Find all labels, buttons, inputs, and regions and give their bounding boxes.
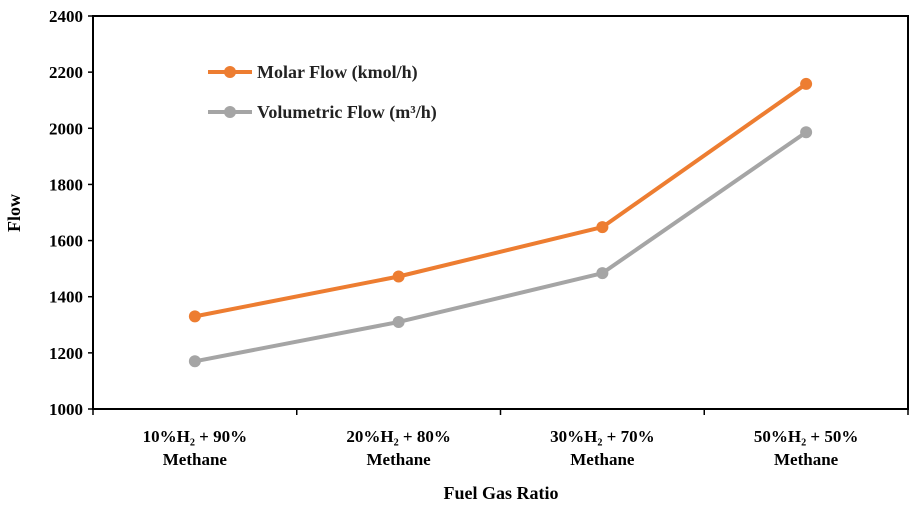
y-tick-label: 2000 bbox=[49, 119, 83, 138]
x-tick-label-line: 10%H₂ + 90% bbox=[143, 427, 248, 446]
y-tick-label: 1800 bbox=[49, 175, 83, 194]
x-tick-label: 10%H₂ + 90% Methane bbox=[143, 427, 248, 469]
x-tick-label-line: 20%H₂ + 80% bbox=[346, 427, 451, 446]
legend-swatch-marker bbox=[224, 106, 236, 118]
x-tick-label-line: 50%H₂ + 50% bbox=[754, 427, 859, 446]
x-tick-label: 50%H₂ + 50% Methane bbox=[754, 427, 859, 469]
legend-label: Volumetric Flow (m³/h) bbox=[257, 102, 437, 123]
series-line-1 bbox=[194, 130, 808, 364]
plot-frame bbox=[92, 15, 909, 410]
data-point bbox=[392, 270, 405, 283]
x-tick-label-line: Methane bbox=[367, 450, 432, 469]
y-tick-label: 1000 bbox=[49, 400, 83, 419]
data-point bbox=[596, 221, 609, 234]
legend-label: Molar Flow (kmol/h) bbox=[257, 62, 418, 83]
y-tick-label: 2200 bbox=[49, 63, 83, 82]
y-tick-label: 1200 bbox=[49, 344, 83, 363]
y-tick-label: 1600 bbox=[49, 232, 83, 251]
x-tick-label-line: Methane bbox=[163, 450, 228, 469]
y-axis-title: Flow bbox=[4, 194, 24, 232]
x-tick-label: 20%H₂ + 80% Methane bbox=[346, 427, 451, 469]
data-point bbox=[188, 310, 201, 323]
y-axis: 1000 1200 1400 1600 1800 2000 2200 2400 bbox=[49, 7, 93, 419]
series-layer bbox=[188, 77, 813, 368]
series-line-0 bbox=[194, 82, 808, 319]
x-tick-label-line: 30%H₂ + 70% bbox=[550, 427, 655, 446]
data-point bbox=[800, 77, 813, 90]
data-point bbox=[596, 267, 609, 280]
x-tick-label-line: Methane bbox=[774, 450, 839, 469]
data-point bbox=[188, 355, 201, 368]
legend-swatch-marker bbox=[224, 66, 236, 78]
x-tick-label: 30%H₂ + 70% Methane bbox=[550, 427, 655, 469]
x-tick-label-line: Methane bbox=[570, 450, 635, 469]
x-axis-title: Fuel Gas Ratio bbox=[444, 483, 559, 503]
y-tick-label: 2400 bbox=[49, 7, 83, 26]
legend: Molar Flow (kmol/h) Volumetric Flow (m³/h… bbox=[208, 62, 437, 123]
y-tick-label: 1400 bbox=[49, 288, 83, 307]
data-point bbox=[392, 315, 405, 328]
data-point bbox=[800, 126, 813, 139]
